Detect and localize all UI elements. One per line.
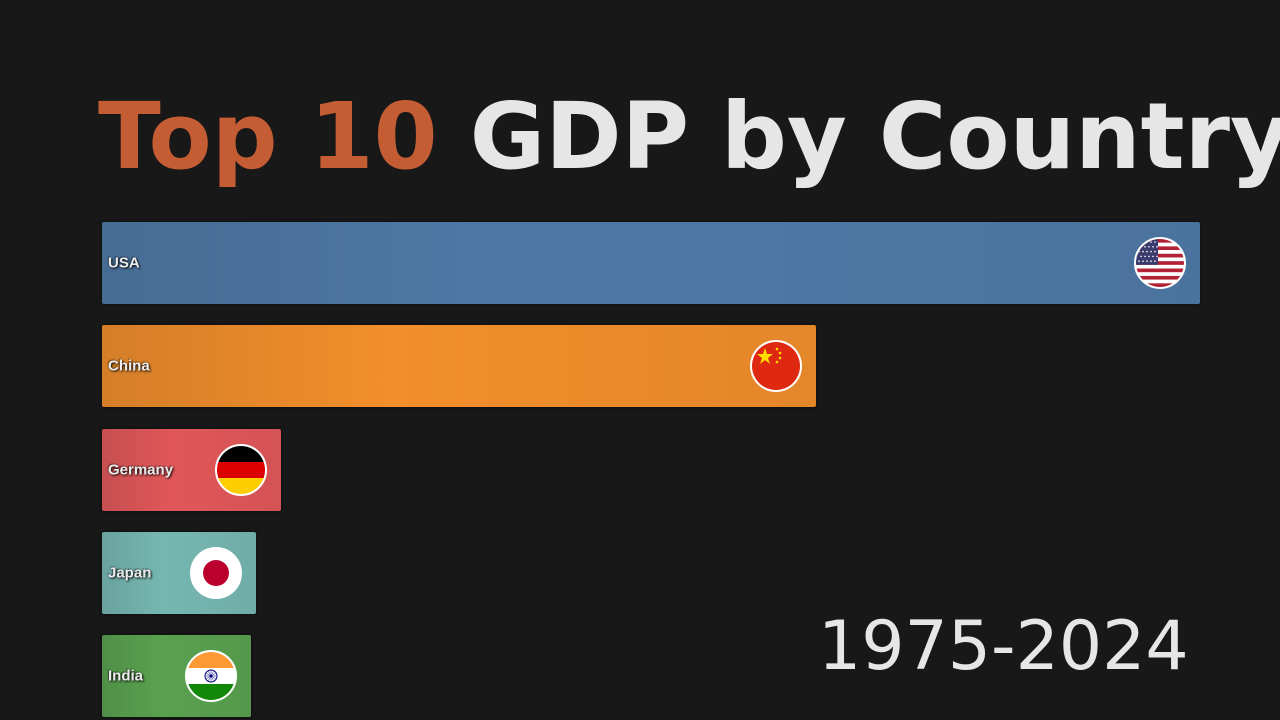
bar-label-japan: Japan — [108, 564, 152, 582]
india-flag-icon — [185, 650, 238, 703]
bar-usa: USA — [102, 222, 1200, 304]
germany-flag-icon — [214, 443, 267, 496]
bar-label-germany: Germany — [108, 461, 174, 479]
us-flag-icon — [1134, 237, 1186, 289]
title-accent: Top 10 — [98, 83, 438, 190]
bar-label-india: India — [108, 667, 144, 685]
bar-label-china: China — [108, 357, 150, 375]
year-range: 1975-2024 — [818, 607, 1189, 686]
china-flag-icon — [749, 340, 802, 393]
bar-germany: Germany — [102, 428, 281, 511]
title-rest: GDP by Country — [469, 83, 1280, 190]
bar-label-usa: USA — [108, 254, 140, 272]
bar-japan: Japan — [102, 531, 256, 614]
bar-india: India — [102, 635, 252, 718]
bar-china: China — [102, 325, 816, 408]
japan-flag-icon — [189, 546, 242, 599]
chart-title: Top 10 GDP by Country — [98, 86, 1280, 187]
